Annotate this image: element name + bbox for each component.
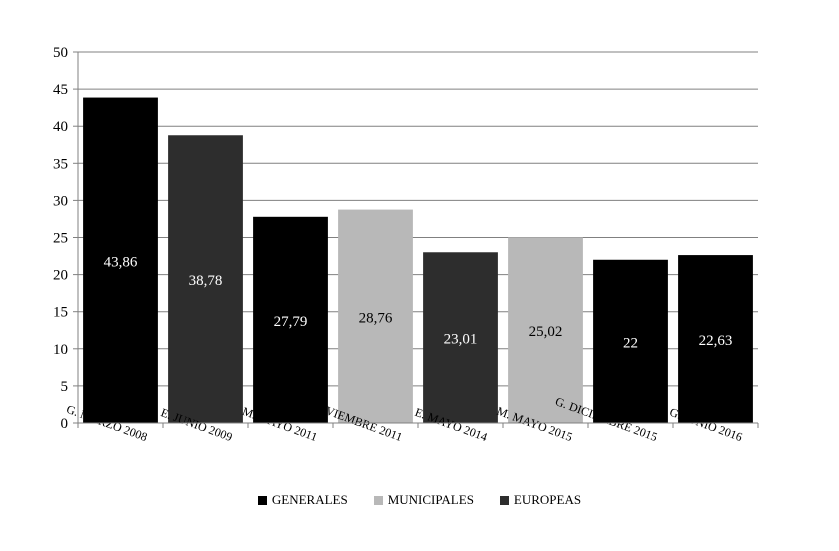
y-tick-label: 45 (53, 82, 68, 98)
y-tick-label: 40 (53, 119, 68, 135)
bar (678, 255, 753, 423)
data-label: 22 (623, 335, 638, 351)
data-label: 28,76 (359, 310, 393, 326)
data-label: 23,01 (444, 332, 478, 348)
y-tick-label: 35 (53, 156, 68, 172)
bar (338, 209, 413, 423)
y-tick-label: 50 (53, 45, 68, 61)
bar (83, 97, 158, 423)
legend-label-generales: GENERALES (271, 492, 348, 507)
y-tick-label: 30 (53, 193, 68, 209)
legend-swatch-europeas (499, 495, 509, 505)
data-label: 43,86 (104, 254, 138, 270)
data-label: 38,78 (189, 273, 223, 289)
bar (253, 216, 328, 423)
data-label: 27,79 (274, 314, 308, 330)
y-tick-label: 5 (61, 379, 69, 395)
legend-label-municipales: MUNICIPALES (387, 492, 474, 507)
legend-label-europeas: EUROPEAS (513, 492, 582, 507)
y-tick-label: 20 (53, 268, 68, 284)
bar (423, 252, 498, 423)
y-tick-label: 0 (61, 416, 69, 432)
data-label: 25,02 (529, 324, 563, 340)
legend-item-generales: GENERALES (257, 492, 348, 508)
legend-item-europeas: EUROPEAS (499, 492, 582, 508)
legend: GENERALES MUNICIPALES EUROPEAS (0, 492, 839, 508)
bar (168, 135, 243, 424)
legend-swatch-generales (257, 495, 267, 505)
data-label: 22,63 (699, 333, 733, 349)
bar (508, 237, 583, 423)
y-tick-label: 25 (53, 231, 68, 247)
legend-item-municipales: MUNICIPALES (373, 492, 474, 508)
y-tick-label: 15 (53, 305, 68, 321)
legend-swatch-municipales (373, 495, 383, 505)
bar (593, 259, 668, 423)
y-tick-label: 10 (53, 342, 68, 358)
